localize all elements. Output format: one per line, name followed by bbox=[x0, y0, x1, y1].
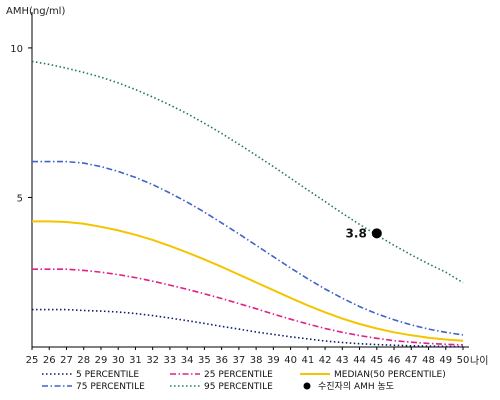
x-tick-label: 45 bbox=[370, 355, 383, 366]
x-tick-label: 41 bbox=[301, 355, 314, 366]
x-tick-label: 50 bbox=[457, 355, 470, 366]
x-tick-label: 30 bbox=[112, 355, 125, 366]
x-tick-label: 34 bbox=[181, 355, 194, 366]
legend-label-3: 75 PERCENTILE bbox=[76, 382, 145, 392]
x-tick-label: 31 bbox=[129, 355, 142, 366]
x-tick-label: 49 bbox=[439, 355, 452, 366]
x-axis-title: 나이 bbox=[470, 355, 488, 367]
x-axis-ticks: 25 26 27 28 29 30 31 32 33 34 35 36 37 38 39 40 41 42 43 44… bbox=[26, 347, 470, 366]
x-tick-label: 43 bbox=[336, 355, 349, 366]
patient-amh-point bbox=[371, 228, 382, 239]
x-tick-label: 39 bbox=[267, 355, 280, 366]
x-tick-label: 38 bbox=[250, 355, 263, 366]
x-tick-label: 37 bbox=[233, 355, 246, 366]
x-tick-label: 27 bbox=[60, 355, 73, 366]
x-tick-label: 46 bbox=[388, 355, 401, 366]
legend-point-marker bbox=[303, 382, 311, 390]
series-line-0 bbox=[32, 308, 464, 348]
patient-amh-value-label: 3.8 bbox=[346, 226, 367, 240]
legend-point-label: 수진자의 AMH 농도 bbox=[318, 381, 394, 392]
plot-area: 3.8 bbox=[31, 12, 469, 348]
x-tick-label: 44 bbox=[353, 355, 366, 366]
legend-label-0: 5 PERCENTILE bbox=[76, 370, 139, 380]
x-tick-label: 32 bbox=[146, 355, 159, 366]
y-axis-title: AMH(ng/ml) bbox=[6, 6, 65, 17]
legend-label-2: MEDIAN(50 PERCENTILE) bbox=[334, 370, 446, 380]
series-line-2 bbox=[32, 220, 464, 342]
x-tick-label: 29 bbox=[95, 355, 108, 366]
y-tick-label: 5 bbox=[17, 193, 23, 204]
x-tick-label: 26 bbox=[43, 355, 56, 366]
x-tick-label: 47 bbox=[405, 355, 418, 366]
series-line-4 bbox=[31, 60, 464, 284]
x-tick-label: 25 bbox=[26, 355, 39, 366]
y-axis-ticks: 5 10 bbox=[10, 44, 32, 204]
series-line-1 bbox=[32, 268, 464, 346]
x-tick-label: 48 bbox=[422, 355, 435, 366]
legend-label-1: 25 PERCENTILE bbox=[204, 370, 273, 380]
x-tick-label: 36 bbox=[215, 355, 228, 366]
x-tick-label: 33 bbox=[164, 355, 177, 366]
legend: 5 PERCENTILE 25 PERCENTILE MEDIAN(50 PERCE… bbox=[42, 370, 446, 392]
series-line-3 bbox=[32, 160, 464, 336]
x-tick-label: 28 bbox=[77, 355, 90, 366]
legend-label-4: 95 PERCENTILE bbox=[204, 382, 273, 392]
y-tick-label: 10 bbox=[10, 44, 23, 55]
x-tick-label: 42 bbox=[319, 355, 332, 366]
x-tick-label: 35 bbox=[198, 355, 211, 366]
x-tick-label: 40 bbox=[284, 355, 297, 366]
